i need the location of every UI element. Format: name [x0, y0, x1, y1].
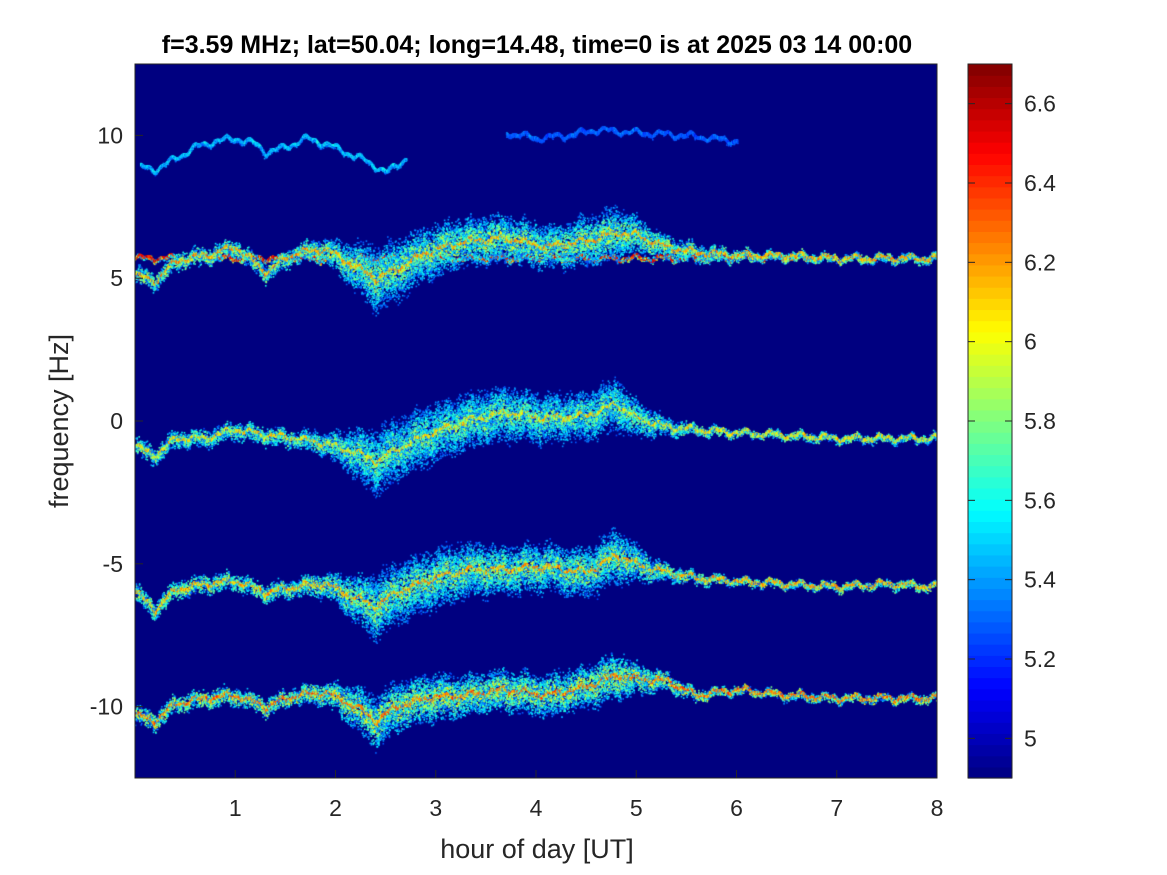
colorbar-band — [968, 476, 1012, 489]
colorbar-band — [968, 119, 1012, 132]
colorbar-tick-label: 5.6 — [1024, 487, 1056, 513]
colorbar-band — [968, 487, 1012, 500]
colorbar-band — [968, 287, 1012, 299]
colorbar-band — [968, 108, 1012, 121]
colorbar-tick-label: 6.6 — [1024, 91, 1056, 117]
colorbar-band — [968, 655, 1012, 668]
colorbar-band — [968, 186, 1012, 199]
colorbar-band — [968, 409, 1012, 422]
colorbar-band — [968, 376, 1012, 389]
colorbar-band — [968, 677, 1012, 690]
colorbar-band — [968, 175, 1012, 188]
colorbar-band — [968, 733, 1012, 746]
x-axis-ticks: 1 2 3 4 5 6 7 8 — [229, 770, 944, 821]
x-tick-label: 8 — [931, 795, 944, 821]
y-tick-label: 5 — [110, 265, 123, 291]
y-tick-label: -10 — [90, 694, 123, 720]
colorbar-band — [968, 320, 1012, 333]
x-tick-label: 7 — [830, 795, 843, 821]
colorbar-band — [968, 766, 1012, 779]
colorbar-band — [968, 220, 1012, 232]
colorbar-band — [968, 354, 1012, 366]
colorbar-band — [968, 387, 1012, 400]
colorbar-gradient — [968, 64, 1012, 779]
colorbar-band — [968, 599, 1012, 612]
colorbar-band — [968, 97, 1012, 110]
colorbar-band — [968, 298, 1012, 311]
colorbar-band — [968, 432, 1012, 444]
colorbar-band — [968, 566, 1012, 578]
colorbar-band — [968, 164, 1012, 177]
x-tick-label: 1 — [229, 795, 242, 821]
colorbar-band — [968, 577, 1012, 589]
colorbar-band — [968, 510, 1012, 523]
x-axis-label: hour of day [UT] — [440, 834, 634, 864]
colorbar-band — [968, 197, 1012, 210]
colorbar-tick-label: 6.4 — [1024, 170, 1056, 196]
heatmap-image — [135, 64, 937, 778]
colorbar-band — [968, 699, 1012, 712]
colorbar-band — [968, 398, 1012, 411]
y-axis-label: frequency [Hz] — [44, 334, 74, 508]
colorbar-band — [968, 142, 1012, 154]
colorbar-band — [968, 309, 1012, 322]
colorbar-band — [968, 64, 1012, 76]
y-tick-label: 10 — [97, 122, 123, 148]
colorbar-band — [968, 331, 1012, 344]
colorbar-band — [968, 443, 1012, 456]
x-tick-label: 3 — [429, 795, 442, 821]
x-tick-label: 2 — [329, 795, 342, 821]
colorbar-band — [968, 688, 1012, 701]
colorbar-band — [968, 532, 1012, 545]
colorbar-band — [968, 722, 1012, 734]
colorbar-tick-label: 5.2 — [1024, 646, 1056, 672]
colorbar-band — [968, 744, 1012, 757]
colorbar-tick-label: 6.2 — [1024, 249, 1056, 275]
colorbar-band — [968, 499, 1012, 511]
colorbar-band — [968, 554, 1012, 567]
colorbar-tick-label: 5.4 — [1024, 567, 1056, 593]
y-tick-label: 0 — [110, 408, 123, 434]
colorbar-band — [968, 521, 1012, 534]
colorbar-band — [968, 86, 1012, 99]
x-tick-label: 4 — [530, 795, 543, 821]
colorbar-band — [968, 632, 1012, 645]
colorbar-band — [968, 621, 1012, 634]
colorbar-band — [968, 365, 1012, 377]
colorbar-band — [968, 242, 1012, 255]
heatmap-canvas — [135, 64, 937, 778]
colorbar-band — [968, 610, 1012, 623]
colorbar-band — [968, 275, 1012, 288]
chart-title: f=3.59 MHz; lat=50.04; long=14.48, time=… — [162, 31, 912, 59]
colorbar-band — [968, 130, 1012, 143]
colorbar-band — [968, 465, 1012, 478]
x-tick-label: 6 — [730, 795, 743, 821]
colorbar-band — [968, 75, 1012, 87]
colorbar-band — [968, 421, 1012, 433]
colorbar-band — [968, 342, 1012, 355]
plot-area — [134, 63, 938, 779]
colorbar-band — [968, 253, 1012, 266]
colorbar-tick-label: 5 — [1024, 725, 1037, 751]
colorbar-band — [968, 231, 1012, 244]
x-tick-label: 5 — [630, 795, 643, 821]
colorbar-ticks: 6.6 6.4 6.2 6 5.8 5.6 5.4 5.2 5 — [968, 91, 1056, 751]
colorbar-band — [968, 153, 1012, 166]
y-tick-label: -5 — [103, 551, 123, 577]
colorbar-band — [968, 209, 1012, 221]
colorbar-band — [968, 666, 1012, 679]
colorbar: 6.6 6.4 6.2 6 5.8 5.6 5.4 5.2 5 — [967, 63, 1056, 779]
colorbar-tick-label: 6 — [1024, 329, 1037, 355]
y-axis-ticks: 10 5 0 -5 -10 — [90, 122, 143, 720]
colorbar-band — [968, 264, 1012, 277]
colorbar-band — [968, 588, 1012, 601]
colorbar-band — [968, 454, 1012, 467]
colorbar-band — [968, 711, 1012, 723]
colorbar-band — [968, 755, 1012, 768]
colorbar-band — [968, 543, 1012, 556]
colorbar-band — [968, 644, 1012, 656]
colorbar-tick-label: 5.8 — [1024, 408, 1056, 434]
